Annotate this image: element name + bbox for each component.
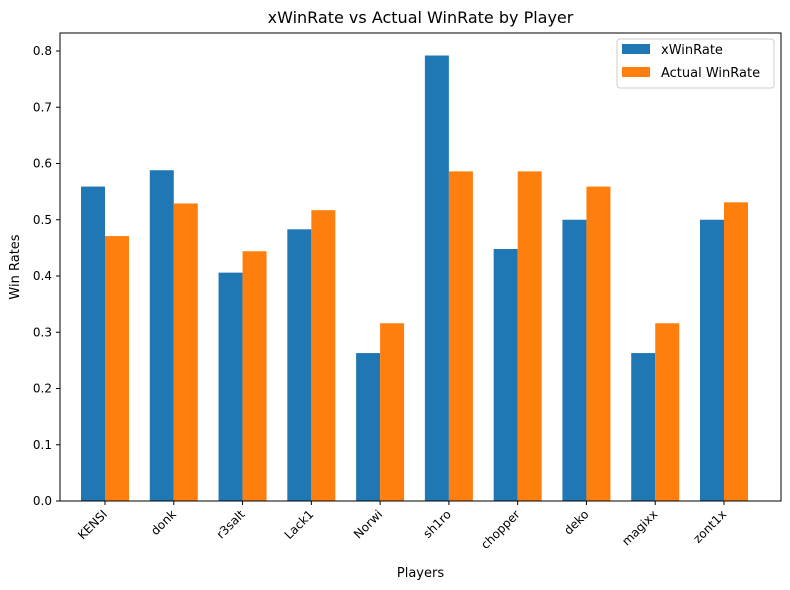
legend-swatch-actual-winrate bbox=[622, 67, 650, 77]
bar-xwinrate-donk bbox=[149, 170, 174, 501]
bar-xwinrate-chopper bbox=[493, 249, 518, 501]
y-axis-label: Win Rates bbox=[8, 234, 23, 299]
y-tick-label: 0.4 bbox=[33, 269, 52, 283]
legend-label-actual-winrate: Actual WinRate bbox=[661, 66, 760, 81]
x-tick-label-lack1: Lack1 bbox=[282, 507, 317, 542]
bar-actual-winrate-kensi bbox=[105, 236, 129, 501]
bar-actual-winrate-lack1 bbox=[311, 210, 336, 501]
x-tick-label-kensi: KENSI bbox=[75, 507, 110, 542]
y-tick-label: 0.0 bbox=[33, 494, 52, 508]
bar-xwinrate-r3salt bbox=[218, 272, 243, 502]
x-tick-label-r3salt: r3salt bbox=[214, 507, 248, 541]
bar-actual-winrate-sh1ro bbox=[448, 171, 473, 502]
bars bbox=[81, 55, 748, 502]
bar-actual-winrate-norwi bbox=[380, 323, 405, 501]
bar-xwinrate-magixx bbox=[631, 353, 656, 501]
bar-xwinrate-sh1ro bbox=[424, 55, 449, 501]
x-axis-label: Players bbox=[397, 566, 444, 581]
x-tick-label-donk: donk bbox=[148, 507, 179, 538]
bar-actual-winrate-deko bbox=[586, 186, 611, 501]
x-tick-label-norwi: Norwi bbox=[351, 507, 385, 541]
bar-xwinrate-zont1x bbox=[700, 219, 724, 501]
y-axis-ticks: 0.0 0.1 0.2 0.3 0.4 0.5 0.6 0.7 0.8 bbox=[33, 44, 60, 508]
bar-xwinrate-norwi bbox=[356, 353, 381, 501]
y-tick-label: 0.3 bbox=[33, 325, 52, 339]
chart-title: xWinRate vs Actual WinRate by Player bbox=[268, 8, 574, 27]
x-axis-ticks: KENSI donk r3salt Lack1 Norwi sh1ro chopper dek… bbox=[75, 501, 729, 552]
y-tick-label: 0.1 bbox=[33, 438, 52, 452]
bar-actual-winrate-chopper bbox=[517, 171, 542, 502]
legend-label-xwinrate: xWinRate bbox=[661, 43, 723, 58]
y-tick-label: 0.6 bbox=[33, 157, 52, 171]
bar-actual-winrate-r3salt bbox=[242, 251, 267, 501]
x-tick-label-chopper: chopper bbox=[478, 507, 523, 552]
bar-xwinrate-deko bbox=[562, 219, 587, 501]
x-tick-label-zont1x: zont1x bbox=[690, 507, 729, 546]
bar-xwinrate-lack1 bbox=[287, 229, 312, 501]
bar-actual-winrate-donk bbox=[173, 203, 198, 501]
y-tick-label: 0.8 bbox=[33, 44, 52, 58]
bar-xwinrate-kensi bbox=[81, 186, 105, 501]
legend-swatch-xwinrate bbox=[622, 44, 650, 54]
x-tick-label-magixx: magixx bbox=[619, 507, 660, 548]
legend: xWinRate Actual WinRate bbox=[616, 38, 775, 89]
x-tick-label-sh1ro: sh1ro bbox=[420, 507, 454, 541]
bar-actual-winrate-magixx bbox=[655, 323, 680, 501]
x-tick-label-deko: deko bbox=[561, 507, 591, 537]
y-tick-label: 0.5 bbox=[33, 213, 52, 227]
plot-frame bbox=[59, 32, 782, 502]
y-tick-label: 0.7 bbox=[33, 100, 52, 114]
y-tick-label: 0.2 bbox=[33, 382, 52, 396]
legend-frame bbox=[616, 38, 775, 89]
bar-actual-winrate-zont1x bbox=[724, 202, 748, 501]
